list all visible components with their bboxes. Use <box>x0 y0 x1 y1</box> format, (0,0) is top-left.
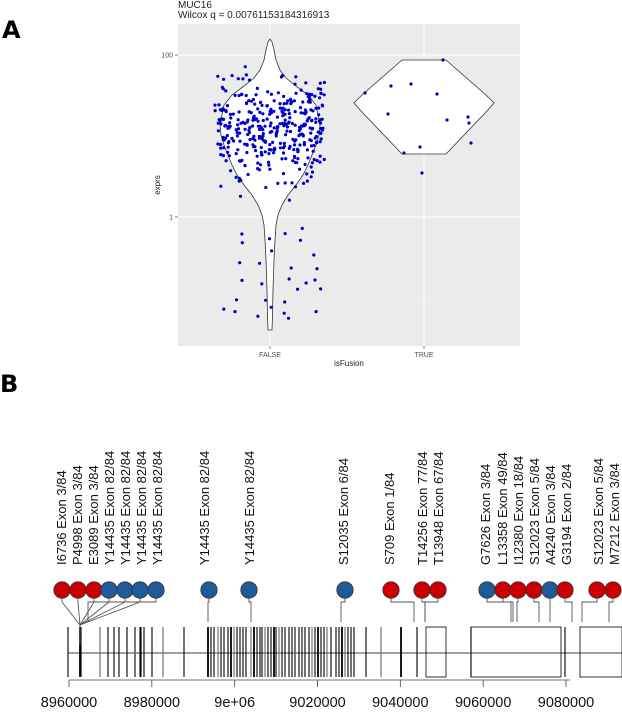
points-true <box>363 58 473 175</box>
mutation-lollipop[interactable] <box>240 581 258 599</box>
mutation-lollipop[interactable] <box>53 581 71 599</box>
mutation-label: Y14435 Exon 82/84 <box>102 451 117 565</box>
mutation-lollipop[interactable] <box>100 581 118 599</box>
mutation-lollipop[interactable] <box>382 581 400 599</box>
points-false <box>213 65 326 320</box>
mutation-lollipop[interactable] <box>413 581 431 599</box>
mutation-label: T13948 Exon 67/84 <box>431 452 446 565</box>
plot-subtitle: Wilcox q = 0.00761153184316913 <box>178 10 330 21</box>
mutation-label: E3089 Exon 3/84 <box>86 465 101 565</box>
mutation-lollipop[interactable] <box>541 581 559 599</box>
mutation-lollipop[interactable] <box>604 581 622 599</box>
mutation-label: P4998 Exon 3/84 <box>70 465 85 565</box>
mutation-label: Y14435 Exon 82/84 <box>242 451 257 565</box>
y-tick-label: 1 <box>169 215 173 222</box>
mutation-lollipop[interactable] <box>509 581 527 599</box>
mutation-label: Y14435 Exon 82/84 <box>197 451 212 565</box>
mutation-lollipop[interactable] <box>478 581 496 599</box>
mutation-label: A4240 Exon 3/84 <box>543 465 558 565</box>
mutation-label: Y14435 Exon 82/84 <box>134 451 149 565</box>
exon-bars <box>67 626 622 678</box>
mutation-lollipop[interactable] <box>494 581 512 599</box>
mutation-label: I12380 Exon 18/84 <box>511 456 526 565</box>
x-tick-label: 8960000 <box>41 695 97 711</box>
mutations: I6736 Exon 3/84 P4998 Exon 3/84 E3089 Exon… <box>53 451 622 645</box>
mutation-lollipop[interactable] <box>525 581 543 599</box>
mutation-lollipop[interactable] <box>556 581 574 599</box>
mutation-label: S12023 Exon 5/84 <box>527 458 542 565</box>
mutation-label: Y14435 Exon 82/84 <box>118 451 133 565</box>
x-tick-label: 9040000 <box>372 695 428 711</box>
mutation-lollipop[interactable] <box>336 581 354 599</box>
mutation-lollipop[interactable] <box>200 581 218 599</box>
mutation-label: M7212 Exon 3/84 <box>607 463 622 565</box>
violin-plot: 100 1 FALSE TRUE isFusion exprs <box>153 24 520 368</box>
mutation-lollipop[interactable] <box>588 581 606 599</box>
x-tick-label: TRUE <box>414 352 433 359</box>
mutation-label: S12035 Exon 6/84 <box>336 458 351 565</box>
x-tick-label: FALSE <box>259 352 281 359</box>
x-tick-label: 9080000 <box>538 695 594 711</box>
x-tick-label: 9060000 <box>455 695 511 711</box>
mutation-label: T14256 Exon 77/84 <box>415 452 430 565</box>
mutation-label: I6736 Exon 3/84 <box>54 470 69 565</box>
mutation-lollipop[interactable] <box>131 581 149 599</box>
mutation-lollipop[interactable] <box>116 581 134 599</box>
x-tick-label: 9020000 <box>289 695 345 711</box>
mutation-label: G7626 Exon 3/84 <box>478 464 493 565</box>
x-tick-label: 9e+06 <box>214 695 255 711</box>
x-axis-title: isFusion <box>334 359 364 368</box>
mutation-lollipop[interactable] <box>85 581 103 599</box>
mutation-label: S709 Exon 1/84 <box>382 472 397 565</box>
panel-b-label: B <box>0 370 19 398</box>
plot-title: MUC16 <box>178 0 212 11</box>
y-axis-title: exprs <box>153 175 162 195</box>
mutation-label: G3194 Exon 2/84 <box>559 464 574 565</box>
mutation-label: S12023 Exon 5/84 <box>591 458 606 565</box>
x-tick-label: 8980000 <box>124 695 180 711</box>
panel-a-label: A <box>2 16 21 44</box>
mutation-lollipop[interactable] <box>69 581 87 599</box>
violin-true <box>353 59 495 155</box>
y-tick-label: 100 <box>161 53 173 60</box>
mutation-label: Y14435 Exon 82/84 <box>150 451 165 565</box>
mutation-label: L13358 Exon 49/84 <box>495 452 510 565</box>
mutation-lollipop[interactable] <box>147 581 165 599</box>
mutation-lollipop[interactable] <box>429 581 447 599</box>
